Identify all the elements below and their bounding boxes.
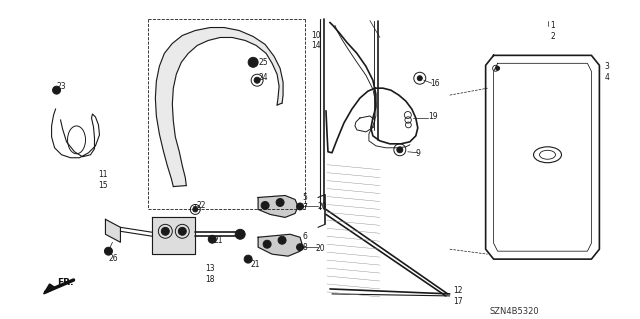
- Polygon shape: [156, 27, 283, 187]
- Text: 17: 17: [452, 297, 462, 306]
- Polygon shape: [258, 234, 302, 256]
- Polygon shape: [258, 196, 298, 217]
- Circle shape: [193, 207, 198, 212]
- Text: FR.: FR.: [58, 278, 74, 287]
- Circle shape: [495, 66, 500, 70]
- Circle shape: [263, 240, 271, 248]
- Polygon shape: [44, 284, 56, 294]
- Text: 24: 24: [258, 73, 268, 82]
- Circle shape: [208, 235, 216, 243]
- Text: 23: 23: [56, 82, 66, 91]
- Circle shape: [161, 227, 170, 235]
- Circle shape: [254, 77, 260, 83]
- Text: 21: 21: [213, 236, 223, 245]
- Circle shape: [397, 147, 403, 153]
- Text: 16: 16: [430, 79, 440, 88]
- Text: 19: 19: [428, 112, 437, 121]
- Text: 9: 9: [416, 149, 420, 158]
- Text: 2: 2: [550, 32, 556, 41]
- Text: 12: 12: [452, 286, 462, 295]
- Circle shape: [261, 202, 269, 210]
- Circle shape: [296, 203, 303, 210]
- Circle shape: [278, 236, 286, 244]
- Text: 20: 20: [317, 203, 326, 211]
- Circle shape: [248, 57, 258, 67]
- Text: 7: 7: [302, 204, 307, 212]
- Circle shape: [276, 198, 284, 206]
- Text: 18: 18: [205, 275, 215, 284]
- Text: 21: 21: [250, 260, 260, 269]
- Polygon shape: [106, 219, 120, 242]
- Text: 14: 14: [311, 41, 321, 50]
- Text: 15: 15: [99, 181, 108, 189]
- Circle shape: [244, 255, 252, 263]
- Text: 11: 11: [99, 170, 108, 179]
- Circle shape: [296, 244, 303, 251]
- Text: 4: 4: [604, 73, 609, 82]
- Text: SZN4B5320: SZN4B5320: [490, 307, 540, 316]
- Text: 5: 5: [302, 193, 307, 202]
- Text: 6: 6: [302, 232, 307, 241]
- Circle shape: [104, 247, 113, 255]
- Circle shape: [52, 86, 61, 94]
- Text: 1: 1: [550, 20, 556, 30]
- Text: 8: 8: [302, 243, 307, 252]
- Polygon shape: [152, 217, 195, 254]
- Text: 25: 25: [258, 58, 268, 67]
- Text: 26: 26: [108, 254, 118, 263]
- Text: 3: 3: [604, 62, 609, 71]
- Text: 13: 13: [205, 264, 215, 273]
- Circle shape: [179, 227, 186, 235]
- Circle shape: [417, 76, 422, 81]
- Circle shape: [235, 229, 245, 239]
- Text: 20: 20: [315, 244, 324, 253]
- Text: 22: 22: [196, 202, 206, 211]
- Text: 10: 10: [311, 31, 321, 40]
